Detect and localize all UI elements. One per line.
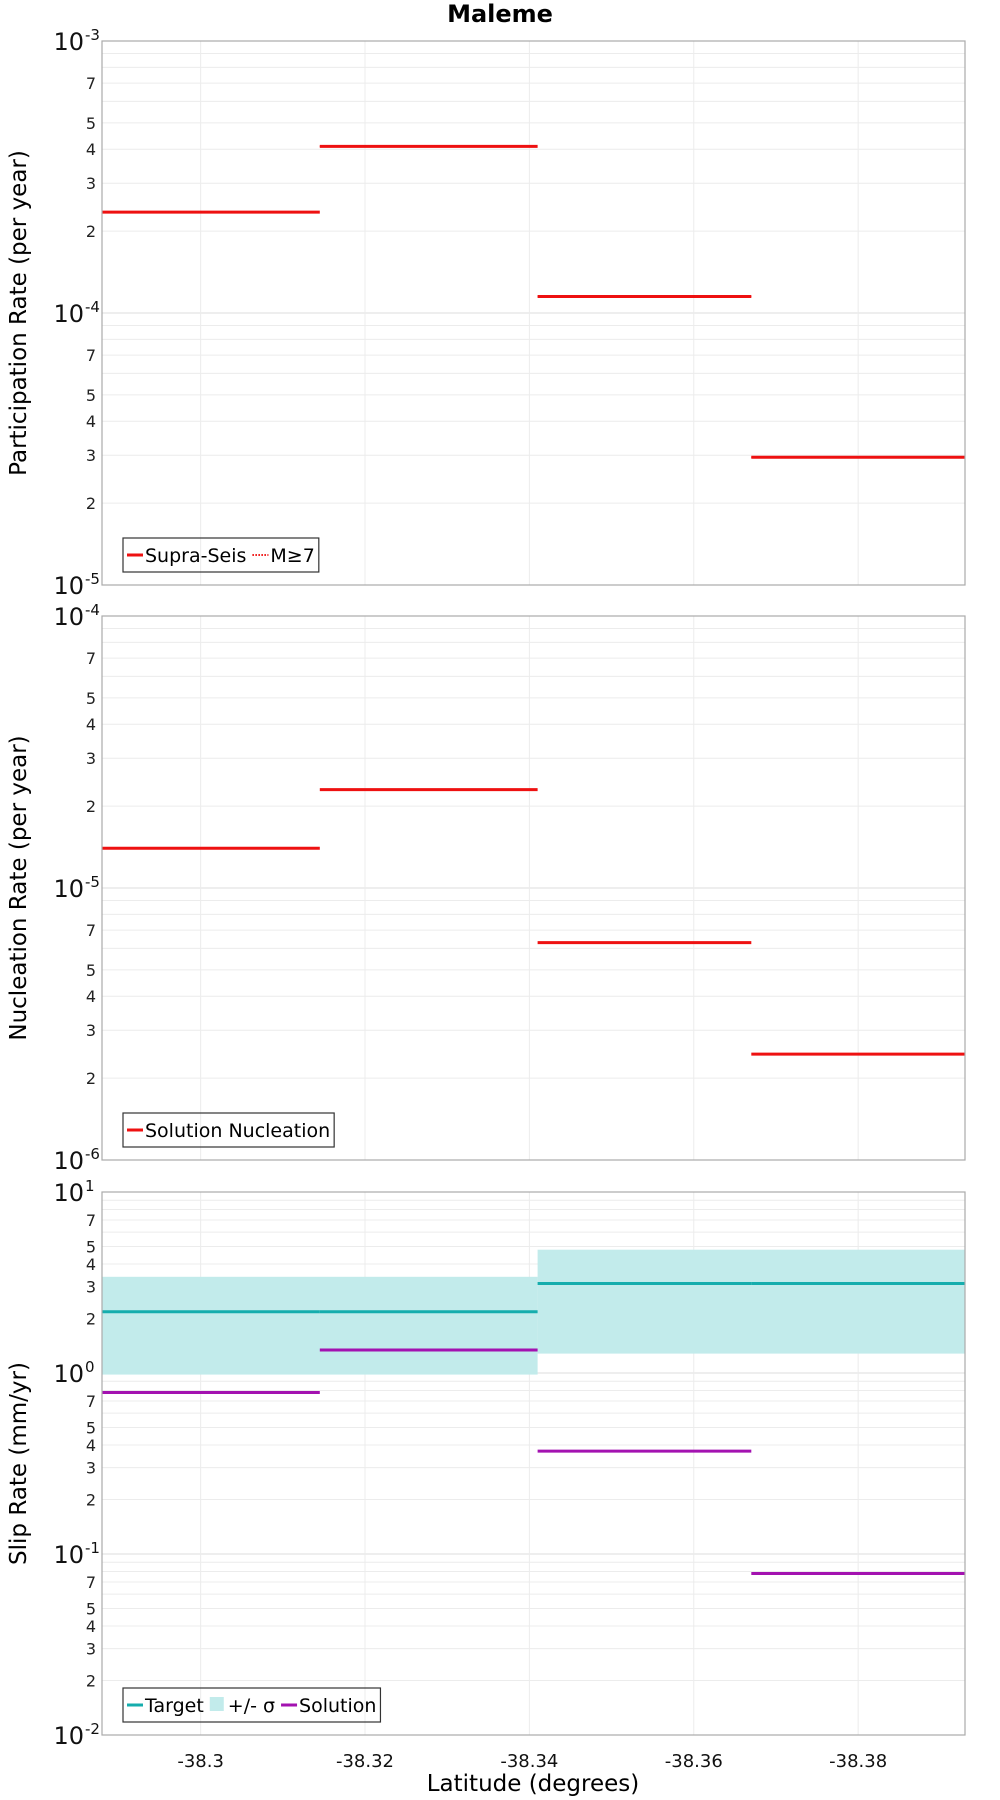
y-tick-label: 5 [86, 1418, 96, 1437]
y-tick-label: 5 [86, 961, 96, 980]
legend-box [122, 1687, 382, 1723]
legend-box [122, 1112, 335, 1148]
y-tick-label: 7 [86, 74, 96, 93]
legend-label: +/- σ [228, 1695, 275, 1717]
plot-frame [101, 40, 966, 586]
sigma-band [102, 1276, 538, 1375]
y-tick-label: 3 [86, 1640, 96, 1659]
y-decade-exponent: -6 [85, 1145, 100, 1163]
y-decade-label: 10 [53, 875, 84, 903]
y-decade-label: 10 [53, 572, 84, 600]
y-tick-label: 5 [86, 689, 96, 708]
x-axis-label: Latitude (degrees) [427, 1771, 640, 1797]
y-tick-label: 2 [86, 797, 96, 816]
y-tick-label: 2 [86, 1491, 96, 1510]
y-tick-label: 7 [86, 1392, 96, 1411]
y-tick-label: 3 [86, 1459, 96, 1478]
x-tick-label: -38.3 [177, 1751, 224, 1772]
y-tick-label: 4 [86, 987, 96, 1006]
legend-band-swatch [209, 1697, 224, 1711]
legend-label: M≥7 [270, 545, 314, 567]
plot-frame [101, 1191, 966, 1736]
y-tick-label: 4 [86, 715, 96, 734]
y-axis-label: Slip Rate (mm/yr) [6, 1362, 32, 1565]
chart-title: Maleme [447, 0, 553, 28]
legend-label: Target [144, 1695, 204, 1717]
y-tick-label: 2 [86, 494, 96, 513]
y-tick-label: 5 [86, 386, 96, 405]
y-axis-label: Participation Rate (per year) [6, 150, 32, 476]
sigma-band [537, 1249, 965, 1354]
y-tick-label: 5 [86, 114, 96, 133]
plot-frame [101, 615, 966, 1161]
legend-label: Solution Nucleation [145, 1120, 330, 1142]
x-tick-label: -38.38 [829, 1751, 887, 1772]
legend-label: Supra-Seis [145, 545, 246, 567]
y-tick-label: 4 [86, 140, 96, 159]
y-decade-exponent: -4 [85, 601, 100, 619]
legend-swatch [209, 1697, 224, 1711]
y-tick-label: 5 [86, 1599, 96, 1618]
y-tick-label: 7 [86, 1211, 96, 1230]
x-tick-label: -38.32 [336, 1751, 394, 1772]
y-decade-label: 10 [53, 1360, 84, 1388]
y-decade-label: 10 [53, 300, 84, 328]
y-decade-label: 10 [53, 603, 84, 631]
y-decade-exponent: -4 [85, 298, 100, 316]
y-decade-label: 10 [53, 28, 84, 56]
y-tick-label: 4 [86, 412, 96, 431]
y-tick-label: 3 [86, 446, 96, 465]
y-decade-exponent: 1 [85, 1177, 95, 1195]
y-tick-label: 4 [86, 1617, 96, 1636]
y-decade-label: 10 [53, 1541, 84, 1569]
y-axis-label: Nucleation Rate (per year) [6, 735, 32, 1040]
y-tick-label: 3 [86, 174, 96, 193]
y-tick-label: 7 [86, 346, 96, 365]
y-tick-label: 2 [86, 1672, 96, 1691]
y-decade-exponent: -1 [85, 1539, 100, 1557]
y-decade-exponent: -3 [85, 26, 100, 44]
y-decade-exponent: -5 [85, 873, 100, 891]
legend: Supra-Seis M≥7 [122, 537, 320, 573]
legend: Solution Nucleation [122, 1112, 335, 1148]
legend-box [122, 537, 320, 573]
y-tick-label: 2 [86, 222, 96, 241]
x-tick-label: -38.36 [665, 1751, 723, 1772]
y-tick-label: 3 [86, 1021, 96, 1040]
y-tick-label: 3 [86, 749, 96, 768]
legend-label: Solution [299, 1695, 376, 1717]
y-tick-label: 7 [86, 649, 96, 668]
y-tick-label: 5 [86, 1237, 96, 1256]
y-tick-label: 2 [86, 1310, 96, 1329]
y-decade-exponent: -5 [85, 570, 100, 588]
y-tick-label: 7 [86, 921, 96, 940]
y-decade-label: 10 [53, 1179, 84, 1207]
y-decade-label: 10 [53, 1722, 84, 1750]
y-tick-label: 4 [86, 1255, 96, 1274]
x-tick-label: -38.34 [500, 1751, 558, 1772]
y-tick-label: 3 [86, 1278, 96, 1297]
y-tick-label: 2 [86, 1069, 96, 1088]
y-tick-label: 7 [86, 1573, 96, 1592]
y-decade-label: 10 [53, 1147, 84, 1175]
legend: Target +/- σ Solution [122, 1687, 382, 1723]
y-decade-exponent: -2 [85, 1720, 100, 1738]
y-decade-exponent: 0 [85, 1358, 95, 1376]
y-tick-label: 4 [86, 1436, 96, 1455]
